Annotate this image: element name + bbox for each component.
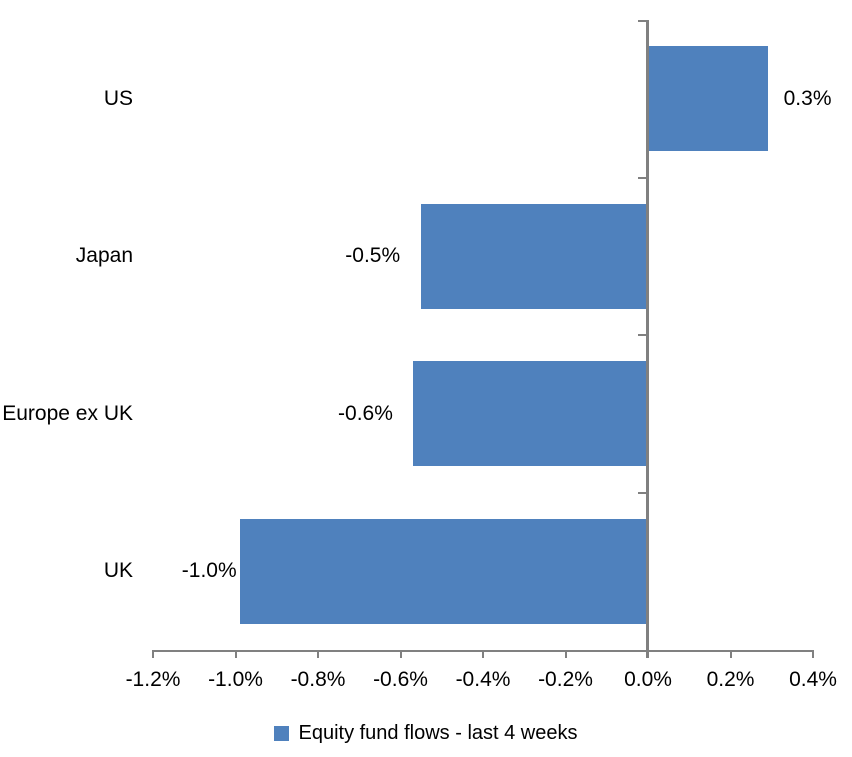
x-axis-tick-label: -0.8% [290, 668, 346, 691]
x-axis-tick [647, 650, 649, 658]
category-label: US [103, 86, 133, 110]
x-axis-tick [234, 650, 237, 658]
x-axis-tick [482, 650, 484, 658]
x-axis-tick [812, 650, 814, 658]
x-axis-tick [729, 650, 732, 658]
y-axis-tick [638, 176, 646, 179]
data-label: -0.5% [345, 244, 401, 268]
x-axis-tick [317, 650, 319, 658]
data-label: -1.0% [181, 559, 237, 583]
legend-label: Equity fund flows - last 4 weeks [298, 721, 578, 744]
x-axis-tick-label: -1.0% [208, 668, 263, 691]
category-label: Europe ex UK [2, 401, 133, 425]
category-label: UK [103, 559, 133, 583]
x-axis-tick [564, 650, 567, 658]
y-axis-tick [638, 491, 646, 494]
x-axis-tick [152, 650, 154, 658]
y-axis-tick [638, 334, 646, 336]
bar-uk [239, 518, 648, 624]
x-axis-tick-label: 0.2% [706, 668, 755, 691]
x-axis-tick [399, 650, 402, 658]
category-label: Japan [75, 244, 133, 268]
zero-axis-line [646, 20, 649, 658]
bar-europe-ex-uk [412, 361, 648, 467]
legend-swatch-icon [274, 725, 290, 741]
y-axis-tick [638, 20, 646, 22]
data-label: -0.6% [338, 401, 393, 425]
data-label: 0.3% [783, 86, 832, 110]
x-axis-tick-label: -0.4% [455, 668, 511, 691]
bar-japan [421, 203, 648, 309]
x-axis-tick-label: -1.2% [125, 668, 181, 691]
x-axis-tick-label: 0.0% [624, 668, 672, 691]
x-axis-tick-label: -0.6% [373, 668, 428, 691]
bar-us [648, 46, 768, 152]
x-axis-tick-label: 0.4% [789, 668, 837, 691]
x-axis-tick-label: -0.2% [538, 668, 593, 691]
legend: Equity fund flows - last 4 weeks [0, 719, 852, 747]
